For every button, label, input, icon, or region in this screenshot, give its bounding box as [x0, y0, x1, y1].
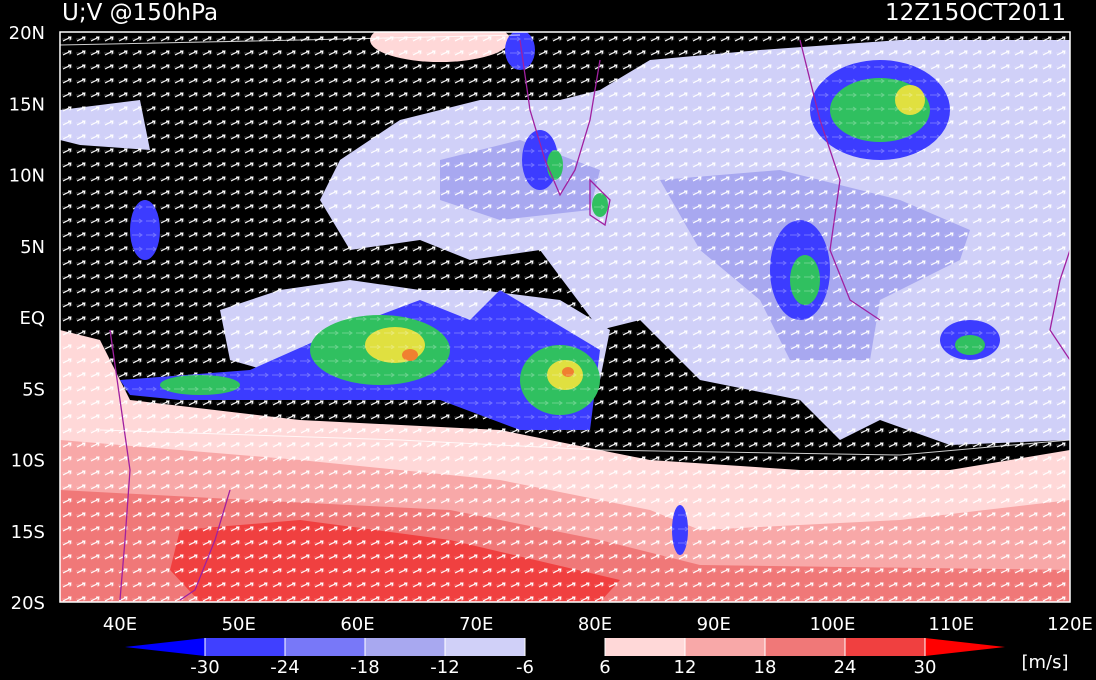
lat-label: 20S: [11, 593, 45, 614]
lon-label: 90E: [697, 614, 731, 635]
lon-label: 100E: [810, 614, 856, 635]
lat-label: 5S: [22, 379, 45, 400]
lat-label: 20N: [9, 23, 45, 44]
colorbar-tick-label: -18: [350, 657, 379, 678]
colorbar-segment: [445, 638, 525, 656]
timestamp: 12Z15OCT2011: [885, 0, 1066, 26]
lat-label: 10N: [9, 166, 45, 187]
colorbar-tick-label: -30: [190, 657, 219, 678]
colorbar-segment: [205, 638, 285, 656]
map-title: U;V @150hPa: [62, 0, 218, 26]
colorbar-segment: [685, 638, 765, 656]
lat-label: 10S: [11, 451, 45, 472]
colorbar-tick-label: 12: [674, 657, 697, 678]
colorbar-segment: [525, 638, 605, 656]
colorbar-segment: [765, 638, 845, 656]
lon-label: 40E: [103, 614, 137, 635]
colorbar-low-end: [125, 638, 205, 656]
colorbar-tick-label: -24: [270, 657, 299, 678]
lon-label: 120E: [1047, 614, 1093, 635]
colorbar-segment: [285, 638, 365, 656]
lon-label: 70E: [459, 614, 493, 635]
lat-label: 15S: [11, 522, 45, 543]
colorbar-segment: [605, 638, 685, 656]
lat-label: 15N: [9, 94, 45, 115]
lon-label: 60E: [340, 614, 374, 635]
colorbar-segment: [845, 638, 925, 656]
colorbar-tick-label: 6: [599, 657, 610, 678]
colorbar-tick-label: 30: [914, 657, 937, 678]
colorbar: -30 -24 -18 -12 -6 6 12 18 24 30 [m/s]: [125, 638, 1069, 678]
lon-label: 50E: [222, 614, 256, 635]
colorbar-high-end: [925, 638, 1005, 656]
axes: 20N 15N 10N 5N EQ 5S 10S 15S 20S 40E 50E 60E 70E 80E 9…: [9, 23, 1093, 635]
map-area: [60, 32, 1070, 602]
lat-label: 5N: [20, 237, 45, 258]
colorbar-segment: [365, 638, 445, 656]
colorbar-tick-label: -6: [516, 657, 534, 678]
colorbar-tick-label: 18: [754, 657, 777, 678]
colorbar-unit: [m/s]: [1021, 652, 1068, 673]
colorbar-tick-label: -12: [430, 657, 459, 678]
lat-label: EQ: [19, 308, 45, 329]
lon-label: 110E: [928, 614, 974, 635]
colorbar-tick-label: 24: [834, 657, 857, 678]
map-frame: [59, 31, 1071, 603]
lon-label: 80E: [578, 614, 612, 635]
